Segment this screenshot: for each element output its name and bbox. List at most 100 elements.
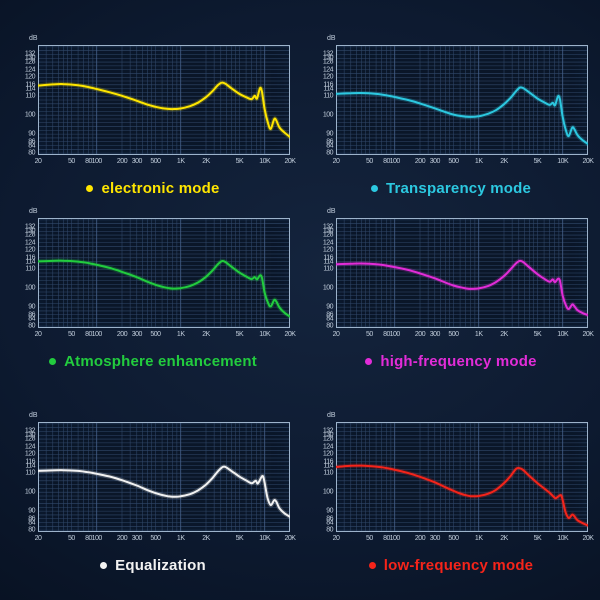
y-tick-label: 130	[24, 227, 36, 235]
y-tick-label: 100	[322, 488, 334, 496]
y-tick-label: 80	[28, 149, 35, 157]
x-tick-label: 80	[383, 331, 390, 338]
x-axis-labels: 20 50 80 100 200 300 500 1K 2K 5K 10K 20K	[333, 532, 594, 544]
x-tick-label: 5K	[533, 158, 542, 165]
y-tick-label: 120	[24, 246, 36, 254]
caption-label: electronic mode	[101, 179, 220, 197]
y-tick-label: 132	[322, 427, 334, 435]
plot-area	[38, 45, 290, 155]
y-tick-label: 86	[28, 311, 35, 319]
y-tick-label: 124	[322, 239, 334, 247]
y-tick-label: 90	[326, 507, 333, 515]
db-unit-label: dB	[29, 412, 38, 419]
plot-area	[336, 45, 588, 155]
x-tick-label: 300	[429, 158, 441, 165]
chart-row-2: dB 132 130 128 124 120 116 114 110 100 90 86 84 80 2…	[16, 206, 594, 370]
y-tick-label: 86	[28, 515, 35, 523]
y-tick-label: 116	[25, 81, 35, 89]
y-tick-label: 116	[323, 458, 333, 466]
caption-label: low-frequency mode	[383, 556, 534, 574]
x-axis-labels: 20 50 80 100 200 300 500 1K 2K 5K 10K 20K	[35, 155, 296, 167]
db-unit-label: dB	[327, 35, 336, 42]
x-tick-label: 10K	[557, 535, 569, 542]
y-tick-label: 84	[28, 519, 35, 527]
y-tick-label: 132	[322, 50, 334, 58]
x-tick-label: 80	[383, 535, 390, 542]
y-tick-label: 132	[322, 223, 334, 231]
caption-label: Atmosphere enhancement	[64, 352, 257, 370]
x-axis-labels: 20 50 80 100 200 300 500 1K 2K 5K 10K 20K	[332, 328, 594, 340]
x-tick-label: 20K	[284, 331, 296, 338]
y-tick-label: 132	[24, 223, 36, 231]
x-tick-label: 300	[131, 535, 143, 542]
x-tick-label: 5K	[533, 331, 542, 338]
bullet-icon	[100, 561, 108, 569]
x-tick-label: 20	[34, 331, 42, 338]
x-tick-label: 1K	[474, 535, 483, 542]
x-tick-label: 300	[429, 331, 441, 338]
plot-border	[336, 422, 588, 532]
x-tick-label: 100	[389, 158, 401, 165]
curve	[38, 465, 290, 518]
x-tick-label: 1K	[474, 158, 483, 165]
x-tick-label: 80	[85, 331, 92, 338]
y-tick-label: 110	[323, 265, 333, 273]
x-tick-label: 1K	[176, 158, 185, 165]
y-tick-label: 114	[323, 462, 333, 470]
y-tick-label: 114	[323, 85, 333, 93]
chart-card-electronic-mode: dB 132 130 128 124 120 116 114 110 100 90 86 84 80 2…	[16, 33, 296, 197]
y-tick-label: 80	[28, 322, 35, 330]
y-tick-label: 90	[326, 130, 333, 138]
x-tick-label: 20	[34, 535, 42, 542]
y-tick-label: 110	[25, 469, 35, 477]
y-tick-label: 86	[28, 138, 35, 146]
x-tick-label: 10K	[259, 158, 271, 165]
x-tick-label: 20K	[582, 331, 594, 338]
chart-caption: low-frequency mode	[314, 556, 588, 574]
y-tick-label: 80	[326, 322, 333, 330]
y-tick-label: 130	[322, 227, 334, 235]
x-tick-label: 1K	[474, 331, 483, 338]
y-tick-label: 120	[322, 73, 334, 81]
x-tick-label: 80	[85, 158, 92, 165]
y-tick-label: 128	[24, 435, 36, 443]
x-tick-label: 100	[389, 535, 401, 542]
y-tick-label: 84	[326, 315, 333, 323]
y-tick-label: 124	[24, 239, 36, 247]
x-tick-label: 10K	[259, 331, 271, 338]
plot-area	[38, 218, 290, 328]
db-unit-label: dB	[29, 35, 38, 42]
x-tick-label: 200	[116, 331, 128, 338]
y-tick-label: 100	[322, 284, 334, 292]
y-tick-label: 90	[28, 303, 35, 311]
x-tick-label: 2K	[500, 535, 508, 542]
y-tick-label: 128	[322, 58, 334, 66]
x-tick-label: 100	[91, 535, 103, 542]
x-tick-label: 200	[414, 331, 426, 338]
x-tick-label: 100	[91, 158, 103, 165]
y-tick-label: 86	[326, 138, 333, 146]
chart-body: 132 130 128 124 120 116 114 110 100 90 86 84 80	[16, 218, 290, 330]
y-tick-label: 128	[322, 231, 334, 239]
y-tick-label: 100	[24, 488, 36, 496]
x-tick-label: 20K	[284, 535, 296, 542]
y-tick-label: 100	[24, 111, 36, 119]
x-tick-label: 20K	[582, 158, 594, 165]
x-tick-label: 300	[429, 535, 441, 542]
chart-caption: Atmosphere enhancement	[16, 352, 290, 370]
x-tick-label: 20	[332, 158, 340, 165]
y-tick-label: 124	[24, 66, 36, 74]
plot-area	[336, 422, 588, 532]
plot-border	[38, 422, 290, 532]
bullet-icon	[368, 561, 376, 569]
x-tick-label: 20	[332, 331, 340, 338]
x-tick-label: 100	[389, 331, 401, 338]
x-tick-label: 20K	[582, 535, 594, 542]
y-tick-label: 130	[322, 431, 334, 439]
curve	[38, 81, 290, 138]
db-unit-label: dB	[327, 208, 336, 215]
x-tick-label: 2K	[500, 158, 508, 165]
x-tick-label: 100	[91, 331, 103, 338]
y-tick-label: 110	[25, 265, 35, 273]
y-tick-label: 128	[24, 231, 36, 239]
